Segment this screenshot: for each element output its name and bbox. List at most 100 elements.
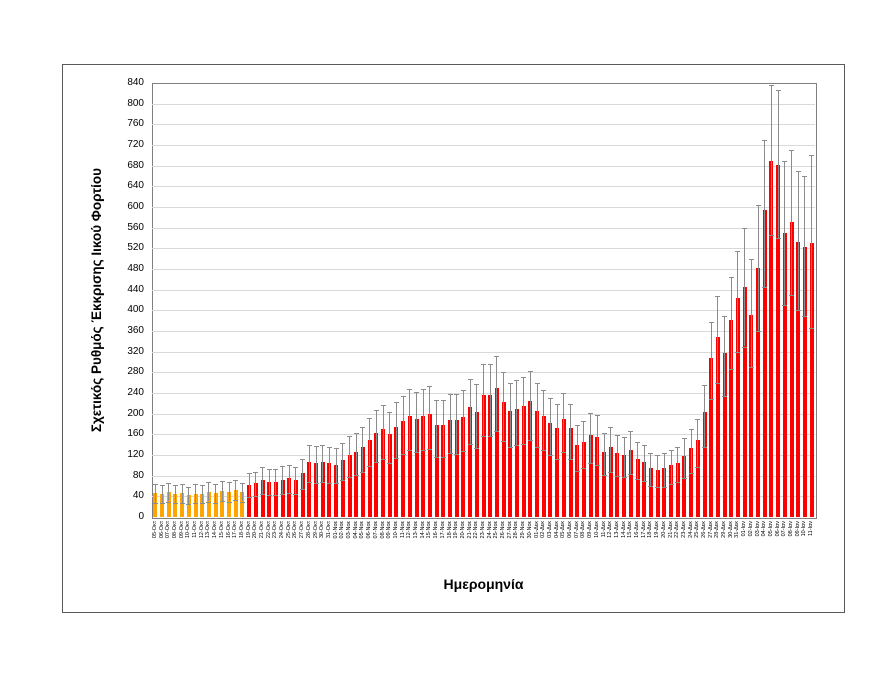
error-bar-cap: [554, 458, 560, 460]
gridline: [152, 228, 815, 229]
error-bar-line: [509, 383, 511, 448]
x-tick-label: 17-Δεκ: [640, 521, 647, 538]
bar-08-Οκτ: [173, 494, 178, 517]
error-bar-cap: [561, 452, 567, 454]
error-bar-cap: [494, 431, 500, 433]
error-bar-line: [442, 399, 444, 458]
error-bar-line: [308, 445, 310, 482]
x-tick-label: 12-Νοε: [406, 521, 413, 539]
x-tick-label: 06-Ιαν: [774, 521, 781, 537]
x-tick-label: 05-Δεκ: [560, 521, 567, 538]
bar-06-Δεκ: [568, 428, 573, 517]
error-bar-cap: [541, 450, 547, 452]
x-tick-label: 03-Νοε: [346, 521, 353, 539]
x-tick-label: 13-Δεκ: [613, 521, 620, 538]
error-bar-cap: [614, 475, 620, 477]
error-bar-cap: [253, 495, 259, 497]
x-tick-label: 05-Νοε: [359, 521, 366, 539]
x-tick-label: 10-Δεκ: [593, 521, 600, 538]
bar-18-Οκτ: [240, 492, 245, 517]
error-bar-cap: [795, 170, 801, 172]
gridline: [152, 310, 815, 311]
error-bar-line: [282, 466, 284, 494]
x-tick-label: 27-Οκτ: [299, 521, 306, 539]
error-bar-line: [302, 458, 304, 490]
error-bar-cap: [481, 435, 486, 437]
error-bar-line: [335, 448, 337, 484]
error-bar-line: [637, 441, 639, 480]
bar-16-Οκτ: [227, 492, 231, 517]
bar-10-Νοε: [394, 426, 399, 517]
bar-16-Δεκ: [635, 458, 640, 517]
error-bar-line: [462, 389, 464, 452]
gridline: [152, 166, 815, 167]
error-bar-cap: [755, 331, 761, 332]
x-tick-label: 28-Δεκ: [714, 521, 721, 538]
error-bar-cap: [702, 447, 707, 449]
x-tick-label: 21-Οκτ: [259, 521, 265, 539]
x-tick-label: 29-Δεκ: [721, 521, 728, 538]
error-bar-cap: [728, 368, 734, 370]
bar-01-Νοε: [334, 464, 339, 517]
error-bar-cap: [300, 458, 306, 460]
error-bar-cap: [326, 446, 332, 448]
error-bar-cap: [675, 446, 681, 448]
bar-05-Ιαν: [769, 160, 774, 517]
error-bar-cap: [367, 417, 373, 419]
error-bar-cap: [702, 385, 707, 387]
error-bar-line: [704, 385, 705, 448]
y-tick-label: 440: [127, 284, 144, 295]
bar-23-Δεκ: [682, 456, 687, 517]
error-bar-cap: [293, 493, 299, 495]
x-tick-label: 13-Οκτ: [205, 521, 212, 539]
x-tick-label: 16-Δεκ: [634, 521, 641, 538]
bar-28-Νοε: [514, 408, 519, 517]
error-bar-cap: [722, 315, 728, 317]
error-bar-cap: [186, 486, 192, 488]
x-tick-label: 25-Νοε: [493, 521, 500, 539]
x-tick-label: 15-Δεκ: [627, 521, 634, 538]
error-bar-cap: [494, 355, 500, 357]
x-tick-label: 24-Δεκ: [687, 521, 694, 538]
x-tick-label: 07-Νοε: [372, 521, 379, 539]
error-bar-cap: [681, 438, 687, 440]
bar-19-Οκτ: [247, 484, 252, 517]
error-bar-cap: [414, 452, 420, 454]
bar-06-Ιαν: [776, 165, 781, 517]
bar-02-Δεκ: [541, 416, 546, 517]
error-bar-line: [583, 420, 585, 468]
x-tick-label: 02-Δεκ: [540, 521, 547, 538]
x-tick-label: 19-Δεκ: [654, 521, 661, 538]
error-bar-line: [777, 90, 779, 238]
error-bar-cap: [353, 432, 359, 434]
error-bar-line: [322, 444, 324, 483]
x-tick-label: 03-Δεκ: [546, 521, 553, 538]
error-bar-line: [683, 438, 685, 478]
bar-08-Ιαν: [789, 221, 794, 517]
x-tick-label: 14-Δεκ: [620, 521, 627, 538]
error-bar-cap: [199, 503, 205, 505]
error-bar-line: [697, 419, 699, 467]
bar-22-Δεκ: [675, 462, 680, 517]
error-bar-line: [643, 445, 645, 482]
error-bar-line: [563, 393, 565, 453]
error-bar-line: [757, 205, 759, 331]
error-bar-cap: [213, 502, 219, 504]
error-bar-cap: [239, 482, 245, 484]
error-bar-cap: [206, 501, 212, 503]
x-tick-label: 30-Οκτ: [319, 521, 326, 539]
x-tick-label: 22-Δεκ: [674, 521, 681, 538]
error-bar-cap: [695, 466, 701, 468]
error-bar-line: [409, 389, 411, 451]
error-bar-cap: [333, 483, 339, 485]
x-tick-label: 11-Δεκ: [600, 521, 607, 538]
bar-20-Δεκ: [662, 468, 667, 517]
bar-14-Νοε: [421, 415, 426, 517]
gridline: [152, 207, 815, 208]
error-bar-cap: [400, 453, 406, 455]
error-bar-cap: [527, 440, 533, 442]
error-bar-line: [449, 394, 451, 454]
error-bar-cap: [253, 471, 259, 473]
error-bar-cap: [628, 430, 634, 432]
